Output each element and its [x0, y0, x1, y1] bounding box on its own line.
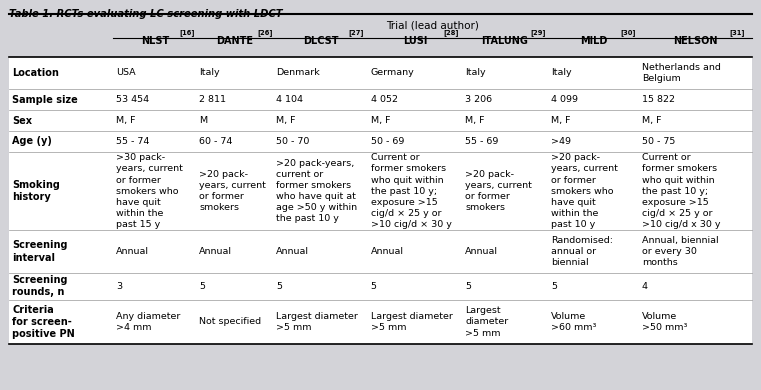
Text: Location: Location [12, 68, 59, 78]
Text: Current or
former smokers
who quit within
the past 10 y;
exposure >15
cig/d × 25: Current or former smokers who quit withi… [642, 153, 721, 229]
Text: Not specified: Not specified [199, 317, 262, 326]
Text: Volume
>50 mm³: Volume >50 mm³ [642, 312, 687, 332]
Text: 60 - 74: 60 - 74 [199, 137, 233, 146]
Text: Sex: Sex [12, 115, 32, 126]
Text: [27]: [27] [349, 29, 365, 36]
Text: 50 - 69: 50 - 69 [371, 137, 404, 146]
Text: M, F: M, F [465, 116, 485, 125]
Text: Any diameter
>4 mm: Any diameter >4 mm [116, 312, 181, 332]
Text: Annual: Annual [276, 247, 309, 256]
Text: 4 099: 4 099 [551, 95, 578, 104]
Text: Sample size: Sample size [12, 95, 78, 105]
Text: Criteria
for screen-
positive PN: Criteria for screen- positive PN [12, 305, 75, 339]
Text: Largest diameter
>5 mm: Largest diameter >5 mm [371, 312, 453, 332]
Text: USA: USA [116, 68, 136, 77]
Text: Largest diameter
>5 mm: Largest diameter >5 mm [276, 312, 358, 332]
Text: Germany: Germany [371, 68, 415, 77]
Text: >20 pack-
years, current
or former
smokers: >20 pack- years, current or former smoke… [199, 170, 266, 212]
Text: >30 pack-
years, current
or former
smokers who
have quit
within the
past 15 y: >30 pack- years, current or former smoke… [116, 153, 183, 229]
Text: [16]: [16] [180, 29, 196, 36]
Text: 55 - 69: 55 - 69 [465, 137, 498, 146]
Text: Smoking
history: Smoking history [12, 180, 60, 202]
Text: 5: 5 [551, 282, 557, 291]
Text: >20 pack-
years, current
or former
smokers: >20 pack- years, current or former smoke… [465, 170, 532, 212]
Text: MILD: MILD [580, 36, 607, 46]
Text: [29]: [29] [530, 29, 546, 36]
Text: Volume
>60 mm³: Volume >60 mm³ [551, 312, 597, 332]
Text: M, F: M, F [642, 116, 661, 125]
Text: 53 454: 53 454 [116, 95, 149, 104]
Text: [30]: [30] [621, 29, 636, 36]
Text: [26]: [26] [258, 29, 273, 36]
Text: 50 - 70: 50 - 70 [276, 137, 310, 146]
Text: 4: 4 [642, 282, 648, 291]
Text: Table 1. RCTs evaluating LC screening with LDCT: Table 1. RCTs evaluating LC screening wi… [9, 9, 283, 19]
Text: >49: >49 [551, 137, 571, 146]
Text: Randomised:
annual or
biennial: Randomised: annual or biennial [551, 236, 613, 267]
Text: Annual: Annual [199, 247, 232, 256]
Text: Denmark: Denmark [276, 68, 320, 77]
Text: Age (y): Age (y) [12, 136, 52, 146]
Text: [31]: [31] [729, 29, 745, 36]
Text: 5: 5 [465, 282, 471, 291]
Text: Current or
former smokers
who quit within
the past 10 y;
exposure >15
cig/d × 25: Current or former smokers who quit withi… [371, 153, 451, 229]
Text: 5: 5 [199, 282, 205, 291]
Text: 50 - 75: 50 - 75 [642, 137, 675, 146]
Text: NELSON: NELSON [673, 36, 718, 46]
Text: Italy: Italy [465, 68, 486, 77]
Text: 55 - 74: 55 - 74 [116, 137, 150, 146]
Text: DLCST: DLCST [303, 36, 338, 46]
Text: [28]: [28] [444, 29, 459, 36]
Text: 15 822: 15 822 [642, 95, 675, 104]
Text: DANTE: DANTE [216, 36, 253, 46]
Text: Netherlands and
Belgium: Netherlands and Belgium [642, 63, 721, 83]
Text: M, F: M, F [371, 116, 390, 125]
Text: >20 pack-years,
current or
former smokers
who have quit at
age >50 y within
the : >20 pack-years, current or former smoker… [276, 159, 358, 223]
Text: 3: 3 [116, 282, 123, 291]
Text: Annual: Annual [116, 247, 149, 256]
Text: >20 pack-
years, current
or former
smokers who
have quit
within the
past 10 y: >20 pack- years, current or former smoke… [551, 153, 618, 229]
Text: 2 811: 2 811 [199, 95, 227, 104]
Text: 3 206: 3 206 [465, 95, 492, 104]
Text: M, F: M, F [116, 116, 136, 125]
Text: Annual, biennial
or every 30
months: Annual, biennial or every 30 months [642, 236, 718, 267]
Text: Trial (lead author): Trial (lead author) [386, 20, 479, 30]
Text: Screening
interval: Screening interval [12, 240, 68, 263]
Bar [9, 57, 752, 344]
Text: 4 104: 4 104 [276, 95, 303, 104]
Text: Screening
rounds, n: Screening rounds, n [12, 275, 68, 298]
Text: 5: 5 [371, 282, 377, 291]
Text: NLST: NLST [141, 36, 169, 46]
Text: Largest
diameter
>5 mm: Largest diameter >5 mm [465, 307, 508, 338]
Text: Annual: Annual [371, 247, 404, 256]
Text: M, F: M, F [551, 116, 571, 125]
Text: ITALUNG: ITALUNG [482, 36, 528, 46]
Text: LUSI: LUSI [403, 36, 427, 46]
Text: M: M [199, 116, 208, 125]
Text: Italy: Italy [199, 68, 220, 77]
Text: Annual: Annual [465, 247, 498, 256]
Text: Italy: Italy [551, 68, 572, 77]
Text: M, F: M, F [276, 116, 296, 125]
Text: 4 052: 4 052 [371, 95, 398, 104]
Text: 5: 5 [276, 282, 282, 291]
